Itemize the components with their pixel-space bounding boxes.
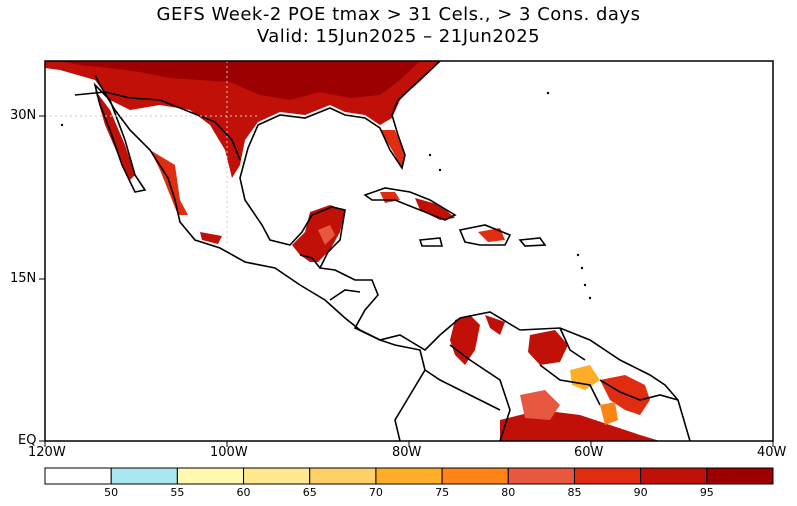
lon-label-40w: 40W [757, 445, 787, 460]
lat-label-15n: 15N [10, 271, 37, 286]
lon-label-100w: 100W [210, 445, 248, 460]
lat-label-30n: 30N [10, 108, 37, 123]
colorbar-swatch [640, 467, 708, 485]
lon-label-60w: 60W [574, 445, 604, 460]
lat-label-eq: EQ [18, 433, 37, 448]
lon-label-80w: 80W [392, 445, 422, 460]
probability-shading [45, 61, 660, 441]
colorbar-label: 60 [236, 486, 251, 499]
colorbar-swatch [309, 467, 377, 485]
colorbar-label: 85 [567, 486, 582, 499]
colorbar-swatch [375, 467, 443, 485]
axis-ticks [39, 115, 774, 447]
graticule [45, 61, 260, 245]
colorbar-swatch [110, 467, 178, 485]
colorbar-swatch [441, 467, 509, 485]
colorbar-swatch [243, 467, 311, 485]
lon-label-120w: 120W [28, 445, 66, 460]
colorbar-label: 70 [368, 486, 383, 499]
map-title-line2: Valid: 15Jun2025 – 21Jun2025 [256, 26, 541, 47]
small-islands [60, 91, 592, 300]
colorbar-swatch [44, 467, 112, 485]
coastlines [74, 61, 691, 441]
colorbar [44, 467, 774, 485]
colorbar-label: 65 [302, 486, 317, 499]
colorbar-label: 90 [633, 486, 648, 499]
colorbar-label: 55 [170, 486, 185, 499]
colorbar-label: 75 [435, 486, 450, 499]
colorbar-swatch [507, 467, 575, 485]
colorbar-label: 50 [104, 486, 119, 499]
map-title-line1: GEFS Week-2 POE tmax > 31 Cels., > 3 Con… [156, 4, 641, 25]
colorbar-label: 95 [699, 486, 714, 499]
colorbar-swatch [573, 467, 642, 485]
colorbar-swatch [176, 467, 245, 485]
colorbar-swatch [706, 467, 774, 485]
colorbar-label: 80 [501, 486, 516, 499]
